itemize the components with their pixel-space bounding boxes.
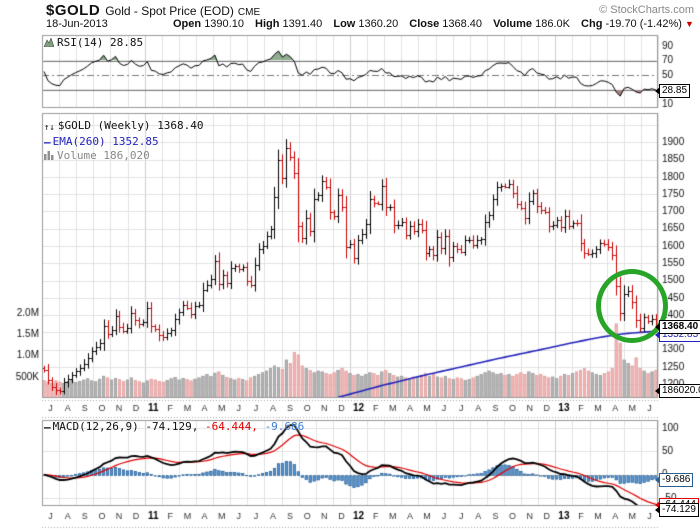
close-value: 1368.40 — [442, 18, 483, 30]
ticker-name: Gold - Spot Price (EOD) — [105, 4, 234, 18]
volume-legend-label: Volume — [57, 149, 97, 162]
volume-value: 186.0K — [535, 18, 570, 30]
rsi-legend: RSI(14) 28.85 — [43, 36, 144, 50]
macd-legend-hist-value: -9.686 — [264, 420, 305, 433]
quote-date: 18-Jun-2013 — [46, 18, 108, 30]
chg-value: -19.70 (-1.42%) — [605, 18, 682, 30]
rsi-area-icon — [43, 37, 55, 50]
high-value: 1391.40 — [282, 18, 323, 30]
volume-legend-row: Volume 186,020 — [44, 149, 204, 163]
close-label: Close — [409, 18, 440, 30]
volume-legend-value: 186,020 — [103, 149, 150, 162]
open-label: Open — [173, 18, 202, 30]
ema-legend-row: — EMA(260) 1352.85 — [44, 135, 204, 149]
highlight-circle-annotation — [595, 268, 668, 343]
low-label: Low — [333, 18, 356, 30]
high-label: High — [255, 18, 280, 30]
chart-header: $GOLD Gold - Spot Price (EOD) CME — [46, 2, 260, 20]
volume-label: Volume — [493, 18, 533, 30]
macd-legend-label: MACD(12,26,9) — [52, 420, 139, 433]
open-value: 1390.10 — [204, 18, 244, 30]
rsi-legend-value: 28.85 — [109, 36, 144, 49]
main-legend-symbol: $GOLD (Weekly) — [57, 119, 151, 132]
main-legend-symbol-row: ↑↓ $GOLD (Weekly) 1368.40 — [44, 119, 204, 135]
ema-line-icon: — — [44, 136, 51, 149]
stockcharts-watermark-link[interactable]: © StockCharts.com — [599, 4, 694, 16]
volume-value-box: 186020.00 — [654, 384, 700, 398]
low-value: 1360.20 — [358, 18, 399, 30]
exchange-label: CME — [237, 7, 261, 18]
macd-legend-signal-value: -64.444, — [204, 420, 258, 433]
macd-hist-value-box: -9.686 — [654, 473, 694, 487]
ticker-symbol: $GOLD — [46, 2, 101, 19]
last-price-box: 1368.40 — [654, 320, 700, 334]
volume-bars-icon — [44, 150, 54, 163]
main-legend-close: 1368.40 — [157, 119, 204, 132]
quote-summary: Open 1390.10 High 1391.40 Low 1360.20 Cl… — [165, 18, 694, 30]
updown-arrows-icon: ↑↓ — [44, 123, 55, 133]
ema-legend-value: 1352.85 — [112, 135, 159, 148]
macd-line-value-box: -74.129 — [655, 503, 699, 517]
chg-label: Chg — [581, 18, 603, 30]
rsi-value-box: 28.85 — [654, 84, 691, 98]
rsi-legend-label: RSI(14) — [57, 36, 104, 49]
macd-legend: — MACD(12,26,9) -74.129, -64.444, -9.686 — [44, 420, 304, 434]
main-legend: ↑↓ $GOLD (Weekly) 1368.40 — EMA(260) 1352.… — [44, 119, 204, 163]
chg-down-arrow-icon: ▼ — [684, 19, 694, 29]
macd-line-icon: — — [44, 421, 51, 434]
ema-legend-label: EMA(260) — [52, 135, 106, 148]
macd-legend-macd-value: -74.129, — [145, 420, 199, 433]
